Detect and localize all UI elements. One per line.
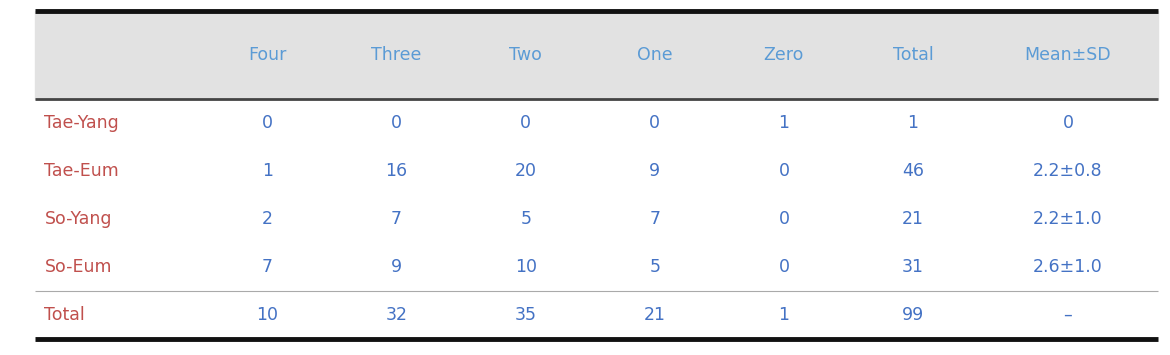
Text: 0: 0	[521, 114, 531, 132]
Text: 10: 10	[256, 306, 278, 324]
Text: 9: 9	[391, 258, 402, 276]
Text: 9: 9	[649, 162, 660, 180]
Text: 0: 0	[262, 114, 273, 132]
Text: 0: 0	[1062, 114, 1073, 132]
Text: So-Eum: So-Eum	[44, 258, 112, 276]
Text: Total: Total	[893, 46, 934, 64]
Text: One: One	[636, 46, 673, 64]
Text: 21: 21	[644, 306, 666, 324]
Text: –: –	[1064, 306, 1072, 324]
Text: 31: 31	[902, 258, 924, 276]
Text: 2: 2	[262, 210, 273, 228]
Text: Tae-Eum: Tae-Eum	[44, 162, 119, 180]
Text: Four: Four	[248, 46, 287, 64]
Text: 0: 0	[778, 162, 790, 180]
Text: 99: 99	[902, 306, 924, 324]
Text: 1: 1	[778, 114, 790, 132]
Text: 32: 32	[386, 306, 407, 324]
Text: 10: 10	[515, 258, 537, 276]
Text: 2.2±0.8: 2.2±0.8	[1033, 162, 1103, 180]
Text: Two: Two	[509, 46, 542, 64]
Text: Zero: Zero	[764, 46, 804, 64]
Text: 1: 1	[262, 162, 273, 180]
Text: 2.2±1.0: 2.2±1.0	[1033, 210, 1103, 228]
Bar	[35, 11, 1158, 99]
Text: 35: 35	[515, 306, 537, 324]
Text: 7: 7	[391, 210, 402, 228]
Text: 7: 7	[649, 210, 660, 228]
Text: 5: 5	[521, 210, 531, 228]
Text: 0: 0	[391, 114, 402, 132]
Text: Three: Three	[371, 46, 421, 64]
Text: 1: 1	[908, 114, 918, 132]
Text: 20: 20	[515, 162, 537, 180]
Text: 1: 1	[778, 306, 790, 324]
Text: So-Yang: So-Yang	[44, 210, 112, 228]
Text: 2.6±1.0: 2.6±1.0	[1033, 258, 1103, 276]
Text: Tae-Yang: Tae-Yang	[44, 114, 119, 132]
Text: 0: 0	[778, 210, 790, 228]
Text: 5: 5	[649, 258, 660, 276]
Text: 0: 0	[778, 258, 790, 276]
Text: 21: 21	[902, 210, 924, 228]
Text: 0: 0	[649, 114, 660, 132]
Text: Mean±SD: Mean±SD	[1025, 46, 1112, 64]
Text: 16: 16	[386, 162, 407, 180]
Text: Total: Total	[44, 306, 85, 324]
Text: 46: 46	[902, 162, 924, 180]
Text: 7: 7	[262, 258, 273, 276]
